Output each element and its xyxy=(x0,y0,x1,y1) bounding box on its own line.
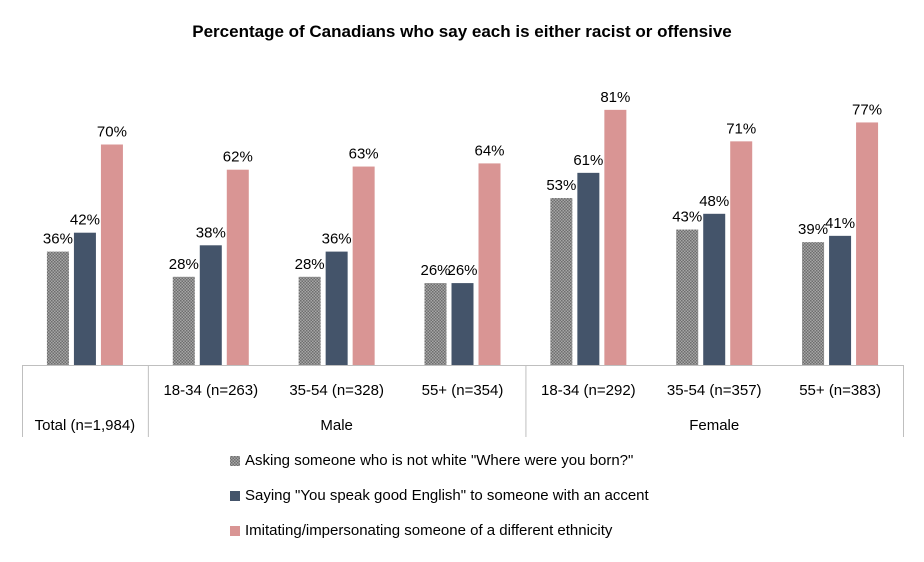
bar-2-1 xyxy=(226,169,249,365)
category-label-1: 18-34 (n=263) xyxy=(163,382,258,399)
bar-1-2 xyxy=(325,251,348,365)
category-label-5: 35-54 (n=357) xyxy=(667,382,762,399)
bar-0-5 xyxy=(676,229,699,365)
group-label-0: Male xyxy=(320,417,353,434)
data-label-2-3: 64% xyxy=(474,142,504,159)
bar-1-0 xyxy=(73,232,96,365)
group-label-1: Female xyxy=(689,417,739,434)
data-label-1-1: 38% xyxy=(196,224,226,241)
data-label-2-6: 77% xyxy=(852,101,882,118)
bar-2-6 xyxy=(856,122,879,365)
bar-0-4 xyxy=(550,198,573,365)
bar-2-4 xyxy=(604,109,627,365)
data-label-2-5: 71% xyxy=(726,120,756,137)
bar-1-4 xyxy=(577,172,600,365)
category-label-3: 55+ (n=354) xyxy=(422,382,504,399)
bars-layer: 36% 42% 70% 28% 38% 62% 28% 36% 63% 26%26% 64% 53% 6… xyxy=(43,89,882,365)
bar-2-5 xyxy=(730,141,753,365)
bar-1-3 xyxy=(451,283,474,365)
category-label-2: 35-54 (n=328) xyxy=(289,382,384,399)
data-label-1-3: 26% xyxy=(447,262,477,279)
data-label-2-2: 63% xyxy=(349,146,379,163)
chart-title: Percentage of Canadians who say each is … xyxy=(192,22,731,41)
bar-0-1 xyxy=(172,276,195,365)
legend-swatch-1 xyxy=(230,491,240,501)
bar-2-0 xyxy=(100,144,123,365)
data-label-0-1: 28% xyxy=(169,256,199,273)
legend-swatch-0 xyxy=(230,456,240,466)
data-label-2-0: 70% xyxy=(97,124,127,141)
legend-label-2: Imitating/impersonating someone of a dif… xyxy=(245,522,613,539)
bar-1-6 xyxy=(829,235,852,365)
data-label-1-4: 61% xyxy=(573,152,603,169)
legend-label-1: Saying "You speak good English" to someo… xyxy=(245,487,650,504)
data-label-0-3: 26% xyxy=(420,262,450,279)
data-label-0-5: 43% xyxy=(672,209,702,226)
legend-swatch-2 xyxy=(230,526,240,536)
bar-0-0 xyxy=(46,251,69,365)
category-label-4: 18-34 (n=292) xyxy=(541,382,636,399)
bar-0-3 xyxy=(424,283,447,365)
data-label-2-4: 81% xyxy=(600,89,630,106)
data-label-1-5: 48% xyxy=(699,193,729,210)
data-label-2-1: 62% xyxy=(223,149,253,166)
category-label-0: Total (n=1,984) xyxy=(35,417,135,434)
bar-1-5 xyxy=(703,213,726,365)
data-label-0-0: 36% xyxy=(43,231,73,248)
category-axis: Total (n=1,984) 18-34 (n=263) 35-54 (n=328… xyxy=(22,365,904,437)
category-label-6: 55+ (n=383) xyxy=(799,382,881,399)
bar-1-1 xyxy=(199,245,222,365)
data-label-0-2: 28% xyxy=(295,256,325,273)
data-label-1-2: 36% xyxy=(322,231,352,248)
bar-2-3 xyxy=(478,163,501,365)
legend: Asking someone who is not white "Where w… xyxy=(230,452,650,539)
legend-label-0: Asking someone who is not white "Where w… xyxy=(245,452,633,469)
bar-0-2 xyxy=(298,276,321,365)
bar-0-6 xyxy=(802,242,825,365)
data-label-0-4: 53% xyxy=(546,177,576,194)
bar-2-2 xyxy=(352,166,375,365)
data-label-0-6: 39% xyxy=(798,221,828,238)
data-label-1-0: 42% xyxy=(70,212,100,229)
data-label-1-6: 41% xyxy=(825,215,855,232)
